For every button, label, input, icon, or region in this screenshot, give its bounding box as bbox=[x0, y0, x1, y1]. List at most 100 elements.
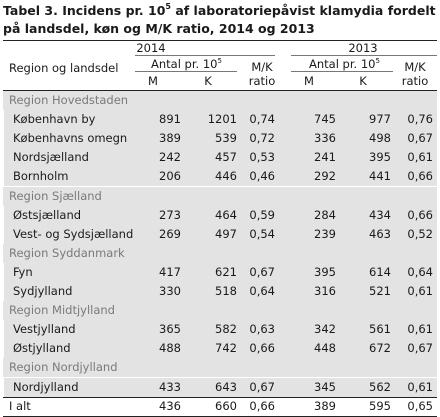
cell-r14: 0,67 bbox=[249, 379, 275, 394]
mk-2014-header-line2: ratio bbox=[248, 74, 276, 88]
row-landsdel-name: Nordsjælland bbox=[13, 150, 89, 165]
group-header-label: Region Syddanmark bbox=[9, 245, 125, 260]
cell-k14: 539 bbox=[215, 131, 237, 146]
table-top-rule bbox=[3, 40, 437, 41]
group-header-label: Region Nordjylland bbox=[9, 360, 118, 375]
cell-m14: 433 bbox=[159, 379, 181, 394]
year-2014-underline bbox=[135, 55, 275, 56]
cell-m14: 273 bbox=[159, 207, 181, 222]
mk-2014-header-line1: M/K bbox=[251, 60, 273, 74]
antal-2014-underline bbox=[135, 71, 237, 72]
mk-2013-header-line1: M/K bbox=[404, 60, 426, 74]
cell-k13: 561 bbox=[369, 322, 391, 337]
k-2014-header: K bbox=[204, 74, 212, 88]
row-landsdel-name: Vest- og Sydsjælland bbox=[13, 226, 134, 241]
total-top-rule bbox=[3, 396, 437, 398]
group-header-label: Region Sjælland bbox=[9, 188, 102, 203]
cell-k13: 672 bbox=[369, 341, 391, 356]
cell-m14: 389 bbox=[159, 131, 181, 146]
cell-m14: 330 bbox=[159, 284, 181, 298]
row-landsdel-name: Bornholm bbox=[13, 169, 69, 184]
cell-m14: 365 bbox=[159, 322, 181, 337]
table-title-suffix: af laboratoriepåvist klamydia fordelt på… bbox=[3, 3, 436, 36]
cell-r13: 0,67 bbox=[407, 131, 433, 146]
table-row: Østjylland 488 742 0,66 448 672 0,67 bbox=[3, 339, 437, 359]
row-separator bbox=[3, 205, 4, 225]
table-row: Østsjælland 273 464 0,59 284 434 0,66 bbox=[3, 205, 437, 225]
cell-k13: 521 bbox=[369, 284, 391, 298]
cell-k13: 562 bbox=[369, 379, 391, 394]
table-row: Sydjylland 330 518 0,64 316 521 0,61 bbox=[3, 282, 437, 302]
cell-r13: 0,61 bbox=[407, 150, 433, 165]
cell-m14: 242 bbox=[159, 150, 181, 165]
row-separator bbox=[3, 262, 4, 282]
group-header-label: Region Hovedstaden bbox=[9, 93, 129, 107]
year-2013-header: 2013 bbox=[348, 41, 378, 55]
cell-m14: 269 bbox=[159, 226, 181, 241]
cell-m14: 891 bbox=[159, 112, 181, 127]
table-row: Nordjylland 433 643 0,67 345 562 0,61 bbox=[3, 377, 437, 397]
row-separator bbox=[3, 339, 4, 359]
cell-k14: 582 bbox=[215, 322, 237, 337]
year-2014-header: 2014 bbox=[136, 41, 166, 55]
table-row: Vest- og Sydsjælland 269 497 0,54 239 463 0,52 bbox=[3, 224, 437, 244]
cell-k14: 621 bbox=[215, 264, 237, 279]
cell-r13: 0,61 bbox=[407, 284, 433, 298]
cell-r14: 0,53 bbox=[249, 150, 275, 165]
table-title: Tabel 3. Incidens pr. 105 af laboratorie… bbox=[3, 2, 437, 38]
cell-k14: 446 bbox=[215, 169, 237, 184]
table-row: Københavns omegn 389 539 0,72 336 498 0,67 bbox=[3, 129, 437, 149]
row-separator bbox=[3, 282, 4, 302]
cell-m13: 745 bbox=[314, 112, 336, 127]
mk-2013-header-line2: ratio bbox=[401, 74, 429, 88]
row-separator bbox=[3, 320, 4, 340]
cell-m13: 395 bbox=[314, 264, 336, 279]
row-landsdel-name: Københavns omegn bbox=[13, 131, 128, 146]
total-r13: 0,65 bbox=[407, 398, 433, 413]
row-landsdel-name: Vestjylland bbox=[13, 322, 76, 337]
year-2013-underline bbox=[291, 55, 437, 56]
m-2013-header: M bbox=[304, 74, 314, 88]
cell-r13: 0,66 bbox=[407, 169, 433, 184]
cell-r13: 0,61 bbox=[407, 322, 433, 337]
row-separator bbox=[3, 148, 4, 168]
antal-2014-header: Antal pr. 105 bbox=[151, 57, 222, 71]
group-header-label: Region Midtjylland bbox=[9, 303, 115, 318]
cell-k14: 518 bbox=[215, 284, 237, 298]
cell-r14: 0,63 bbox=[249, 322, 275, 337]
cell-k14: 1201 bbox=[207, 112, 237, 127]
cell-m13: 284 bbox=[314, 207, 336, 222]
header-bottom-rule bbox=[3, 90, 437, 91]
antal-2013-underline bbox=[291, 71, 393, 72]
cell-m13: 336 bbox=[314, 131, 336, 146]
cell-m13: 342 bbox=[314, 322, 336, 337]
row-separator bbox=[3, 224, 4, 244]
cell-m13: 241 bbox=[314, 150, 336, 165]
cell-k13: 434 bbox=[369, 207, 391, 222]
row-landsdel-name: Sydjylland bbox=[13, 284, 73, 298]
cell-r13: 0,52 bbox=[407, 226, 433, 241]
group-header-row: Region Midtjylland bbox=[3, 301, 437, 321]
antal-2013-label: Antal pr. 10 bbox=[309, 57, 376, 71]
cell-r14: 0,46 bbox=[249, 169, 275, 184]
row-landsdel-name: Østjylland bbox=[13, 341, 71, 356]
cell-k13: 463 bbox=[369, 226, 391, 241]
cell-r13: 0,64 bbox=[407, 264, 433, 279]
cell-k13: 614 bbox=[369, 264, 391, 279]
total-m13: 389 bbox=[314, 398, 336, 413]
cell-m13: 239 bbox=[314, 226, 336, 241]
row-landsdel-name: København by bbox=[13, 112, 96, 127]
cell-m14: 488 bbox=[159, 341, 181, 356]
total-row: I alt 436 660 0,66 389 595 0,65 bbox=[3, 396, 437, 417]
k-2013-header: K bbox=[359, 74, 367, 88]
total-r14: 0,66 bbox=[249, 398, 275, 413]
row-landsdel-name: Østsjælland bbox=[13, 207, 82, 222]
group-header-row: Region Syddanmark bbox=[3, 243, 437, 263]
antal-2013-superscript: 5 bbox=[375, 57, 380, 66]
cell-k13: 441 bbox=[369, 169, 391, 184]
row-landsdel-name: Fyn bbox=[13, 264, 33, 279]
cell-k13: 395 bbox=[369, 150, 391, 165]
group-header-row: Region Sjælland bbox=[3, 186, 437, 206]
group-header-row: Region Hovedstaden bbox=[3, 91, 437, 111]
cell-k13: 498 bbox=[369, 131, 391, 146]
